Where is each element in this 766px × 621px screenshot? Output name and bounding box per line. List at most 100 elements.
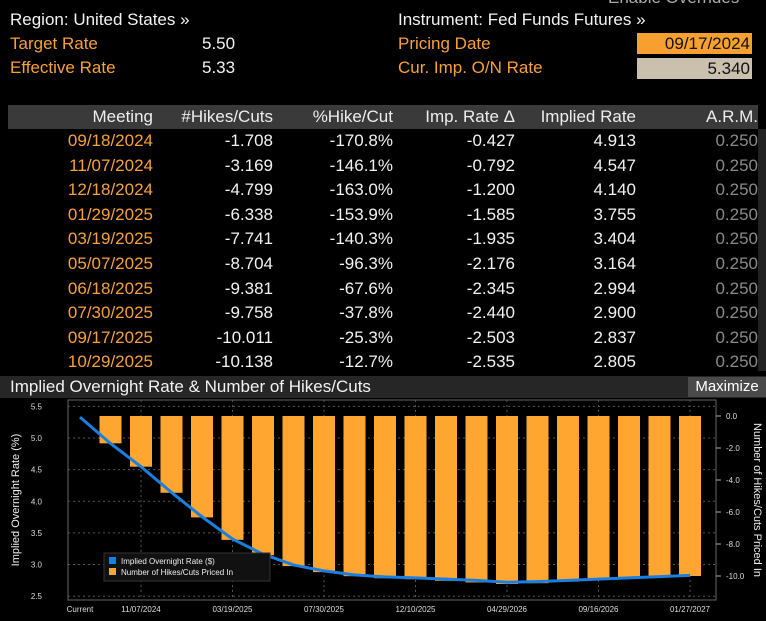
- bar: [648, 416, 671, 577]
- table-cell: -2.176: [466, 254, 515, 273]
- y2-tick-label: -2.0: [726, 444, 740, 453]
- table-cell: -10.011: [216, 327, 273, 347]
- table-cell: 0.250: [715, 254, 758, 273]
- bar: [496, 416, 518, 584]
- x-tick-label: 11/07/2024: [121, 605, 161, 614]
- table-cell: 2.994: [593, 278, 636, 298]
- table-cell: 3.164: [593, 254, 636, 273]
- y-tick-label: 4.5: [31, 466, 43, 475]
- table-cell: -8.704: [224, 254, 273, 273]
- table-cell: -9.381: [224, 278, 273, 298]
- x-tick-label: Current: [67, 605, 94, 614]
- bar: [99, 416, 122, 444]
- y2-tick-label: -10.0: [726, 572, 745, 581]
- bar: [679, 416, 701, 576]
- y2-tick-label: -6.0: [726, 508, 740, 517]
- x-tick-label: 09/16/2026: [578, 605, 619, 614]
- bar: [587, 416, 610, 580]
- bar: [465, 416, 488, 583]
- bar: [191, 416, 213, 518]
- table-cell: 09/18/2024: [67, 131, 153, 150]
- label: Target Rate: [10, 34, 98, 53]
- table-cell: -9.758: [224, 303, 273, 323]
- table-cell: -0.427: [466, 131, 515, 150]
- column-header: Meeting: [92, 107, 153, 126]
- bar: [557, 416, 579, 582]
- table-cell: -140.3%: [329, 229, 393, 249]
- line: [79, 415, 691, 584]
- table-cell: -6.338: [224, 204, 273, 224]
- x-tick-label: 04/29/2026: [487, 605, 528, 614]
- rate-input[interactable]: 5.340: [637, 58, 752, 79]
- table-cell: -2.345: [466, 278, 515, 298]
- column-header: %Hike/Cut: [312, 107, 393, 126]
- table-cell: -2.535: [466, 352, 515, 372]
- bar: [374, 416, 396, 579]
- y-tick-label: 2.5: [31, 592, 43, 601]
- bar: [313, 416, 335, 573]
- table-cell: 0.250: [715, 229, 758, 249]
- table-cell: 06/18/2025: [67, 278, 153, 298]
- instrument[interactable]: Instrument: Fed Funds Futures »: [398, 10, 646, 29]
- bar: [404, 416, 427, 580]
- table-cell: 3.755: [593, 204, 636, 224]
- table-cell: 4.140: [593, 180, 636, 200]
- table-cell: -2.503: [466, 327, 515, 347]
- y2-axis-title: Number of Hikes/Cuts Priced In: [751, 423, 763, 577]
- table-cell: -163.0%: [329, 180, 393, 200]
- overrides-label[interactable]: Enable Overrides: [608, 0, 739, 8]
- column-header: A.R.M.: [706, 107, 758, 126]
- table-cell: 4.547: [593, 155, 636, 175]
- bar: [221, 416, 244, 540]
- y-tick-label: 5.5: [31, 402, 43, 411]
- table-cell: -170.8%: [329, 131, 393, 150]
- table-cell: -37.8%: [339, 303, 393, 323]
- chart: 2.5 3.0 3.5 4.0 4.5 5.0 5.5 0.0 -2.0 -4.0 -6.0 -8.0…: [10, 399, 763, 614]
- legend-swatch: [109, 568, 116, 575]
- table-cell: 2.900: [593, 303, 636, 323]
- y2-tick-label: -4.0: [726, 476, 740, 485]
- legend-swatch: [109, 557, 116, 564]
- scrollbar[interactable]: [758, 129, 766, 371]
- bar: [435, 416, 457, 581]
- table-cell: 3.404: [593, 229, 636, 249]
- label: Effective Rate: [10, 58, 116, 77]
- panel-title: Implied Overnight Rate & Number of Hikes…: [10, 377, 371, 396]
- table-cell: -0.792: [466, 155, 515, 175]
- y-tick-label: 3.5: [31, 529, 43, 538]
- y2-tick-label: 0.0: [726, 412, 738, 421]
- bar: [618, 416, 640, 579]
- region[interactable]: Region: United States »: [10, 10, 190, 29]
- table-cell: -1.200: [466, 180, 515, 200]
- table-cell: -2.440: [466, 303, 515, 323]
- table-cell: 07/30/2025: [67, 303, 153, 323]
- bar: [526, 416, 549, 584]
- table-cell: 4.913: [593, 131, 636, 150]
- table-cell: -1.708: [224, 131, 273, 150]
- column-header: Imp. Rate Δ: [425, 107, 515, 126]
- table-cell: -153.9%: [329, 204, 393, 224]
- table-cell: -10.138: [215, 352, 273, 372]
- label: Pricing Date: [398, 34, 491, 53]
- table-cell: -7.741: [224, 229, 273, 249]
- table-cell: 0.250: [715, 278, 758, 298]
- table-cell: 10/29/2025: [67, 352, 153, 372]
- bar: [252, 416, 274, 556]
- date-input[interactable]: 09/17/2024: [637, 33, 752, 54]
- x-tick-label: 12/10/2025: [395, 605, 436, 614]
- table-cell: -25.3%: [339, 327, 393, 347]
- table-cell: 03/19/2025: [67, 229, 153, 249]
- x-tick-label: 03/19/2025: [212, 605, 253, 614]
- maximize-button[interactable]: Maximize: [688, 377, 766, 397]
- table-cell: 09/17/2025: [67, 327, 153, 347]
- table-cell: 01/29/2025: [67, 204, 153, 224]
- y2-tick-label: -8.0: [726, 540, 740, 549]
- column-header: #Hikes/Cuts: [181, 107, 273, 126]
- table-cell: -67.6%: [339, 278, 393, 298]
- x-tick-label: 07/30/2025: [304, 605, 345, 614]
- table-cell: -146.1%: [329, 155, 393, 175]
- table-cell: 2.805: [593, 352, 636, 372]
- table-cell: -1.585: [466, 204, 515, 224]
- value: 5.33: [202, 58, 236, 77]
